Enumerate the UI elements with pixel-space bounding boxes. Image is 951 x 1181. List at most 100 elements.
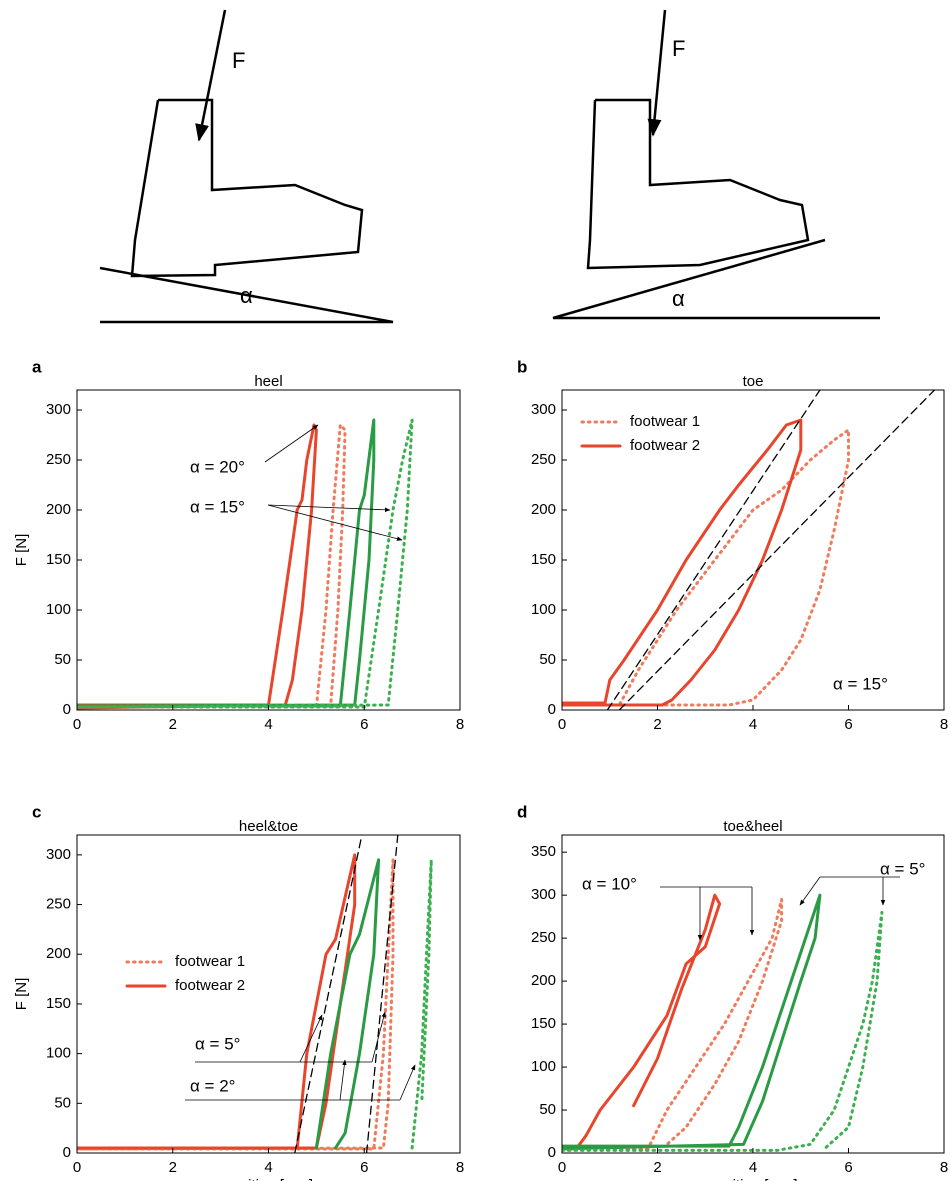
data-line — [562, 910, 884, 1152]
data-line — [562, 428, 850, 707]
y-tick-label: 0 — [548, 1144, 556, 1161]
y-tick-label: 100 — [531, 1058, 556, 1075]
x-tick-label: 8 — [456, 716, 464, 733]
annotation-arrow — [371, 1011, 386, 1063]
x-tick-label: 2 — [169, 1159, 177, 1176]
x-tick-label: 4 — [749, 1159, 757, 1176]
x-tick-label: 0 — [558, 716, 566, 733]
chart-title: toe&heel — [723, 818, 782, 835]
annotation-arrow — [264, 424, 319, 463]
data-line — [562, 893, 822, 1151]
y-tick-label: 200 — [46, 501, 71, 518]
diagram-toe: F α — [552, 9, 880, 320]
x-tick-label: 2 — [169, 716, 177, 733]
y-tick-label: 100 — [531, 601, 556, 618]
x-tick-label: 8 — [940, 716, 948, 733]
data-line — [77, 418, 376, 708]
x-tick-label: 8 — [940, 1159, 948, 1176]
y-tick-label: 250 — [531, 929, 556, 946]
x-tick-label: 4 — [749, 716, 757, 733]
panel-letter: c — [32, 802, 41, 821]
y-tick-label: 200 — [531, 972, 556, 989]
y-tick-label: 300 — [46, 846, 71, 863]
legend-label: footwear 1 — [175, 953, 245, 970]
annotation-arrow — [299, 1014, 323, 1063]
y-tick-label: 50 — [54, 651, 71, 668]
data-line — [562, 418, 803, 707]
y-tick-label: 200 — [531, 501, 556, 518]
y-tick-label: 100 — [46, 601, 71, 618]
force-label: F — [672, 36, 685, 61]
annotation: α = 5° — [195, 1034, 240, 1053]
y-tick-label: 50 — [54, 1094, 71, 1111]
ramp — [99, 266, 394, 324]
x-tick-label: 4 — [264, 1159, 272, 1176]
x-tick-label: 4 — [264, 716, 272, 733]
x-tick-label: 6 — [360, 1159, 368, 1176]
y-tick-label: 200 — [46, 945, 71, 962]
y-tick-label: 350 — [531, 843, 556, 860]
data-line — [77, 853, 357, 1150]
y-tick-label: 50 — [539, 1101, 556, 1118]
data-line — [77, 418, 414, 709]
x-axis-label: position [mm] — [708, 1177, 797, 1181]
panel-letter: d — [517, 802, 527, 821]
y-axis-label: F [N] — [13, 978, 30, 1011]
y-tick-label: 300 — [531, 401, 556, 418]
y-tick-label: 250 — [46, 896, 71, 913]
panel-letter: a — [32, 357, 42, 376]
y-tick-label: 250 — [531, 451, 556, 468]
data-line — [77, 858, 395, 1151]
y-axis-label: F [N] — [13, 534, 30, 567]
y-tick-label: 50 — [539, 651, 556, 668]
boot — [586, 98, 810, 270]
annotation: α = 10° — [582, 874, 637, 893]
y-tick-label: 150 — [46, 551, 71, 568]
data-line — [562, 893, 722, 1151]
annotation-arrow — [399, 1064, 416, 1101]
x-tick-label: 2 — [653, 1159, 661, 1176]
legend-label: footwear 2 — [630, 437, 700, 454]
x-tick-label: 2 — [653, 716, 661, 733]
data-line — [294, 835, 363, 1153]
annotation-arrow — [339, 1059, 347, 1101]
ramp — [552, 238, 880, 320]
data-line — [314, 858, 381, 1150]
x-tick-label: 0 — [558, 1159, 566, 1176]
annotation-arrow — [267, 504, 391, 513]
x-tick-label: 8 — [456, 1159, 464, 1176]
chart-title: heel — [254, 373, 282, 390]
angle-label: α — [672, 286, 685, 311]
axes-frame — [76, 834, 461, 1154]
y-tick-label: 0 — [548, 701, 556, 718]
y-tick-label: 0 — [63, 701, 71, 718]
data-line — [562, 898, 784, 1151]
x-axis-label: position [mm] — [224, 1177, 313, 1181]
angle-label: α — [240, 283, 253, 308]
x-tick-label: 0 — [73, 716, 81, 733]
force-arrow — [195, 9, 227, 142]
data-line — [410, 858, 433, 1150]
annotation: α = 15° — [190, 497, 245, 516]
y-tick-label: 0 — [63, 1144, 71, 1161]
y-tick-label: 150 — [531, 1015, 556, 1032]
legend-label: footwear 2 — [175, 977, 245, 994]
annotation: α = 2° — [190, 1076, 235, 1095]
x-tick-label: 6 — [360, 716, 368, 733]
chart-title: toe — [743, 373, 764, 390]
y-tick-label: 300 — [531, 886, 556, 903]
annotation-arrow — [267, 504, 403, 541]
legend-label: footwear 1 — [630, 413, 700, 430]
force-label: F — [232, 48, 245, 73]
data-line — [618, 390, 936, 710]
x-tick-label: 0 — [73, 1159, 81, 1176]
annotation-arrow — [799, 876, 821, 906]
x-tick-label: 6 — [844, 716, 852, 733]
annotation: α = 15° — [833, 674, 888, 693]
annotation: α = 20° — [190, 457, 245, 476]
data-line — [606, 390, 821, 710]
chart-title: heel&toe — [239, 818, 298, 835]
data-line — [77, 423, 347, 709]
